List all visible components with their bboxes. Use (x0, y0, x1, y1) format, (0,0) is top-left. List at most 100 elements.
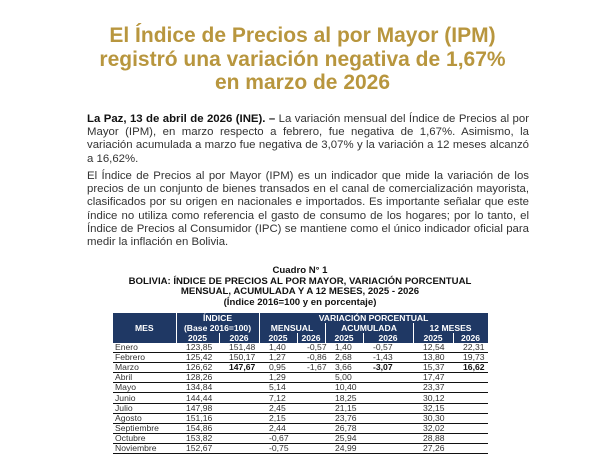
value-cell (219, 382, 260, 394)
value-cell (363, 423, 414, 434)
value-cell (297, 413, 326, 424)
value-cell (297, 392, 326, 404)
value-cell: 21,15 (325, 403, 364, 414)
table-row: Abril 128,26 1,29 5,00 17,47 (113, 372, 489, 384)
header-year: 2026 (297, 333, 326, 343)
value-cell: 151,48 (219, 343, 260, 354)
value-cell: 12,54 (413, 343, 454, 354)
value-cell: 16,62 (453, 362, 489, 374)
value-cell: -0,86 (297, 352, 327, 364)
header-indice: ÍNDICE (176, 313, 260, 323)
value-cell: 23,76 (325, 413, 364, 424)
value-cell (219, 423, 260, 434)
value-cell: 126,62 (176, 362, 219, 374)
month-cell: Marzo (113, 362, 176, 374)
value-cell: 125,42 (176, 352, 219, 364)
value-cell (453, 372, 489, 384)
header-year: 2025 (325, 333, 364, 343)
value-cell: 1,29 (259, 372, 298, 384)
value-cell: 18,25 (325, 392, 364, 404)
month-cell: Agosto (113, 413, 176, 424)
value-cell: 2,68 (325, 352, 364, 364)
value-cell: 147,98 (176, 403, 219, 414)
value-cell: -1,67 (297, 362, 327, 374)
month-cell: Febrero (113, 352, 176, 364)
value-cell: -0,67 (259, 433, 298, 444)
header-year: 2025 (176, 333, 220, 343)
value-cell (453, 413, 489, 424)
value-cell (297, 443, 326, 454)
value-cell (297, 403, 326, 414)
value-cell (363, 413, 414, 424)
definition-paragraph: El Índice de Precios al por Mayor (IPM) … (87, 170, 529, 249)
value-cell: 22,31 (453, 343, 489, 354)
value-cell: 30,12 (413, 392, 454, 404)
value-cell: -1,43 (363, 352, 414, 364)
value-cell (453, 392, 489, 404)
lead-text: La variación mensual del Índice de Preci… (87, 113, 529, 165)
value-cell: -0,57 (297, 343, 327, 354)
value-cell: 153,82 (176, 433, 219, 444)
headline-line-3: en marzo de 2026 (214, 71, 391, 94)
value-cell (297, 382, 326, 394)
value-cell (219, 392, 260, 404)
value-cell: 7,12 (259, 392, 298, 404)
ipm-table: MES ÍNDICE VARIACIÓN PORCENTUAL (Base 20… (113, 313, 489, 454)
value-cell: 17,47 (413, 372, 454, 384)
value-cell: 15,37 (413, 362, 454, 374)
value-cell (297, 423, 326, 434)
value-cell: 25,94 (325, 433, 364, 444)
header-acumulada: ACUMULADA (325, 323, 414, 333)
value-cell: 134,84 (176, 382, 219, 394)
value-cell: 3,66 (325, 362, 364, 374)
value-cell (453, 443, 489, 454)
value-cell: 26,78 (325, 423, 364, 434)
month-cell: Abril (113, 372, 176, 384)
month-cell: Septiembre (113, 423, 176, 434)
value-cell (363, 403, 414, 414)
value-cell: 2,45 (259, 403, 298, 414)
header-year: 2025 (259, 333, 298, 343)
header-year: 2026 (219, 333, 260, 343)
table-row: Junio 144,44 7,12 18,25 30,12 (113, 392, 489, 404)
caption-units: (Índice 2016=100 y en porcentaje) (223, 296, 377, 308)
value-cell (219, 433, 260, 444)
value-cell: -0,75 (259, 443, 298, 454)
value-cell: 1,40 (259, 343, 298, 354)
value-cell: 19,73 (453, 352, 489, 364)
value-cell: 32,15 (413, 403, 454, 414)
value-cell: 10,40 (325, 382, 364, 394)
table-caption: Cuadro N° 1 BOLIVIA: ÍNDICE DE PRECIOS A… (100, 265, 500, 308)
month-cell: Octubre (113, 433, 176, 444)
value-cell: 154,86 (176, 423, 219, 434)
value-cell: 150,17 (219, 352, 260, 364)
headline-line-2: registró una variación negativa de 1,67% (99, 47, 506, 71)
value-cell: 28,88 (413, 433, 454, 444)
value-cell (363, 372, 414, 384)
value-cell: 32,02 (413, 423, 454, 434)
value-cell (453, 433, 489, 444)
value-cell: 147,67 (219, 362, 260, 374)
value-cell: 5,14 (259, 382, 298, 394)
header-variacion: VARIACIÓN PORCENTUAL (259, 313, 489, 323)
table-row: Septiembre 154,86 2,44 26,78 32,02 (113, 423, 489, 434)
value-cell: 1,27 (259, 352, 298, 364)
value-cell: -3,07 (363, 362, 414, 374)
header-year: 2026 (363, 333, 414, 343)
header-mensual: MENSUAL (259, 323, 326, 333)
month-cell: Noviembre (113, 443, 176, 454)
header-year: 2026 (453, 333, 489, 343)
dateline: La Paz, 13 de abril de 2026 (INE). – (87, 113, 276, 125)
table-row: Enero 123,85 151,48 1,40 -0,57 1,40 -0,57 12,54… (113, 343, 489, 354)
value-cell (297, 372, 326, 384)
table-row: Noviembre 152,67 -0,75 24,99 27,26 (113, 443, 489, 454)
value-cell (453, 382, 489, 394)
value-cell (219, 403, 260, 414)
table-row: Octubre 153,82 -0,67 25,94 28,88 (113, 433, 489, 444)
value-cell: 13,80 (413, 352, 454, 364)
value-cell: 2,15 (259, 413, 298, 424)
value-cell (219, 443, 260, 454)
header-12-meses: 12 MESES (413, 323, 489, 333)
value-cell (219, 413, 260, 424)
value-cell (363, 433, 414, 444)
